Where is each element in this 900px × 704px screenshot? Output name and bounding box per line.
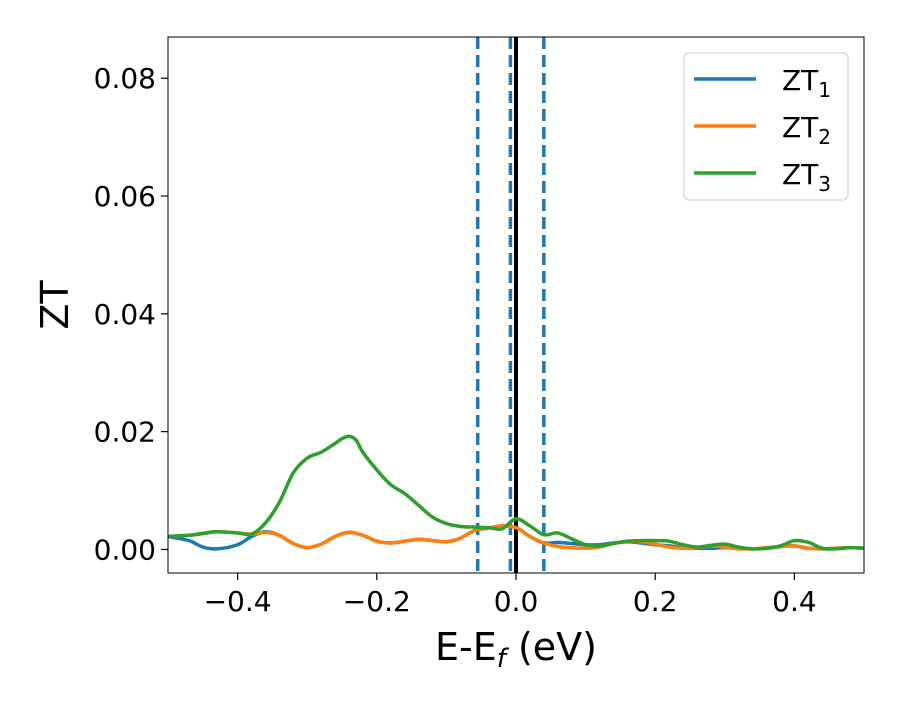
y-tick-label: 0.08 — [94, 62, 156, 95]
legend-label: ZT2 — [782, 111, 831, 149]
y-tick-label: 0.02 — [94, 416, 156, 449]
x-axis-label-main: E-E — [435, 625, 497, 669]
x-tick-label: −0.4 — [204, 585, 272, 618]
y-tick-label: 0.04 — [94, 298, 156, 331]
legend-entry-zt2: ZT2 — [694, 111, 831, 149]
x-tick-label: 0.2 — [633, 585, 678, 618]
series-lines — [168, 434, 864, 551]
series-line-zt3 — [168, 434, 864, 551]
y-axis-label: ZT — [33, 280, 77, 330]
x-axis-label: E-Ef (eV) — [435, 625, 597, 674]
x-tick-label: 0.4 — [772, 585, 817, 618]
legend: ZT1 ZT2 ZT3 — [683, 52, 849, 201]
y-tick-label: 0.06 — [94, 180, 156, 213]
x-axis-ticks: −0.4 −0.2 0.0 0.2 0.4 — [204, 573, 817, 618]
y-tick-label: 0.00 — [94, 533, 156, 566]
legend-label: ZT3 — [782, 158, 831, 196]
legend-entry-zt1: ZT1 — [694, 64, 831, 102]
legend-box — [683, 52, 849, 201]
legend-label: ZT1 — [782, 64, 831, 102]
x-axis-label-tail: (eV) — [506, 625, 597, 669]
x-tick-label: −0.2 — [343, 585, 411, 618]
y-axis-ticks: 0.00 0.02 0.04 0.06 0.08 — [94, 62, 168, 566]
legend-entry-zt3: ZT3 — [694, 158, 831, 196]
vertical-lines — [475, 37, 546, 573]
x-tick-label: 0.0 — [494, 585, 539, 618]
